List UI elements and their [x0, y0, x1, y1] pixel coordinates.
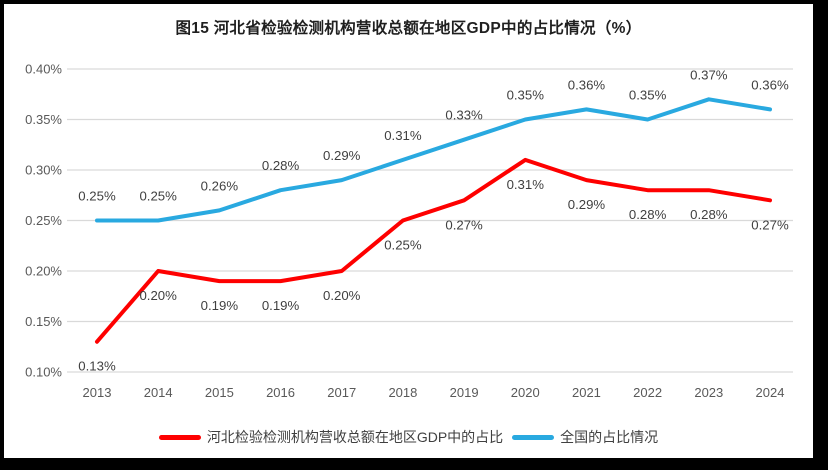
- x-axis-tick-label: 2022: [633, 385, 662, 400]
- chart-title: 图15 河北省检验检测机构营收总额在地区GDP中的占比情况（%）: [175, 20, 642, 37]
- x-axis-tick-label: 2014: [144, 385, 173, 400]
- data-label-series-1: 0.36%: [751, 77, 789, 92]
- y-axis-tick-label: 0.15%: [25, 314, 62, 329]
- y-axis-tick-label: 0.10%: [25, 365, 62, 380]
- legend-item-national: 全国的占比情况: [512, 427, 658, 447]
- data-label-series-1: 0.26%: [201, 178, 239, 193]
- data-label-series-0: 0.20%: [139, 288, 177, 303]
- data-label-series-0: 0.25%: [384, 238, 422, 253]
- data-label-series-0: 0.31%: [507, 177, 545, 192]
- data-label-series-1: 0.29%: [323, 148, 361, 163]
- legend-label-hebei: 河北检验检测机构营收总额在地区GDP中的占比: [206, 429, 504, 445]
- data-label-series-1: 0.28%: [262, 158, 300, 173]
- chart-canvas: 图15 河北省检验检测机构营收总额在地区GDP中的占比情况（%） 0.40% 0.…: [4, 4, 813, 458]
- y-axis-tick-label: 0.40%: [25, 62, 62, 77]
- x-axis-tick-label: 2013: [83, 385, 112, 400]
- y-axis-tick-label: 0.20%: [25, 264, 62, 279]
- data-label-series-1: 0.35%: [629, 88, 667, 103]
- x-axis-tick-label: 2024: [756, 385, 785, 400]
- data-label-series-1: 0.33%: [445, 108, 483, 123]
- chart-legend: 河北检验检测机构营收总额在地区GDP中的占比 全国的占比情况: [4, 427, 813, 447]
- x-axis-tick-label: 2019: [450, 385, 479, 400]
- data-label-series-0: 0.20%: [323, 288, 361, 303]
- data-label-series-0: 0.28%: [629, 207, 667, 222]
- data-label-series-0: 0.29%: [568, 197, 606, 212]
- data-label-series-0: 0.27%: [445, 217, 483, 232]
- line-chart-plot-area: 0.40% 0.35% 0.30% 0.25% 0.20% 0.15% 0.10% 2013 2…: [25, 62, 793, 400]
- data-label-series-1: 0.35%: [507, 88, 545, 103]
- x-axis-tick-label: 2023: [694, 385, 723, 400]
- hebei-series-line-swatch: [158, 434, 201, 440]
- data-label-series-1: 0.25%: [78, 189, 116, 204]
- series-line-0: [95, 157, 772, 344]
- national-series-line-swatch: [512, 434, 555, 440]
- legend-item-hebei: 河北检验检测机构营收总额在地区GDP中的占比: [158, 427, 504, 447]
- data-label-series-1: 0.36%: [568, 77, 606, 92]
- legend-label-national: 全国的占比情况: [560, 429, 659, 445]
- data-label-series-0: 0.28%: [690, 207, 728, 222]
- x-axis-tick-label: 2020: [511, 385, 540, 400]
- data-label-series-1: 0.25%: [139, 189, 177, 204]
- data-label-series-0: 0.19%: [201, 298, 239, 313]
- data-label-series-0: 0.27%: [751, 217, 789, 232]
- x-axis-tick-label: 2017: [327, 385, 356, 400]
- y-axis-tick-label: 0.25%: [25, 213, 62, 228]
- series-line-1: [95, 97, 772, 223]
- data-label-series-0: 0.13%: [78, 359, 116, 374]
- x-axis-tick-label: 2016: [266, 385, 295, 400]
- y-axis-tick-label: 0.35%: [25, 112, 62, 127]
- data-label-series-1: 0.37%: [690, 67, 728, 82]
- data-label-series-1: 0.31%: [384, 128, 422, 143]
- y-axis-tick-label: 0.30%: [25, 163, 62, 178]
- data-label-series-0: 0.19%: [262, 298, 300, 313]
- x-axis-tick-label: 2015: [205, 385, 234, 400]
- x-axis-tick-label: 2021: [572, 385, 601, 400]
- x-axis-tick-label: 2018: [388, 385, 417, 400]
